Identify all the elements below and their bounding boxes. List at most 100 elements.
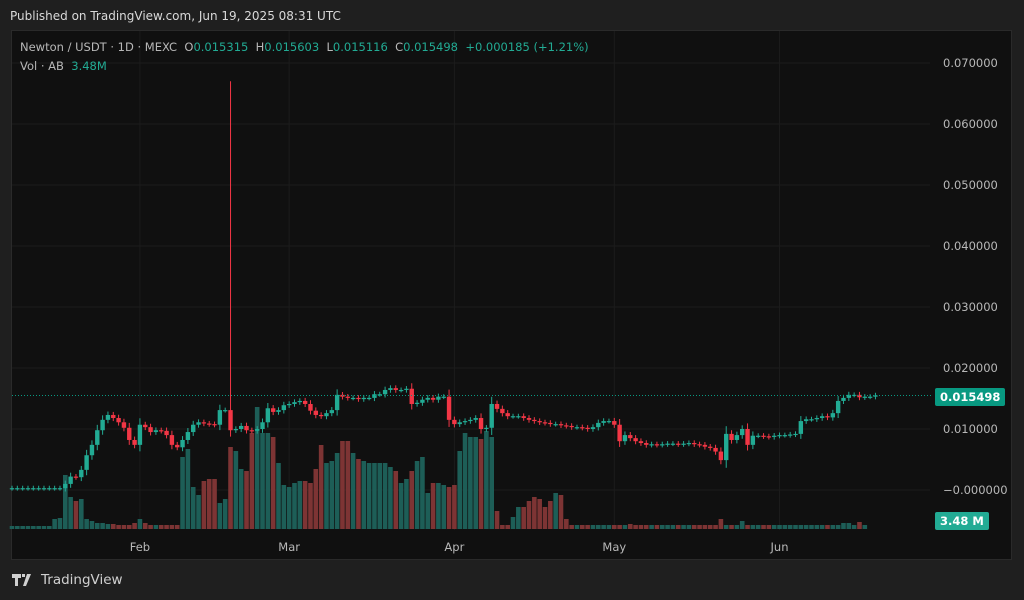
candle-body	[803, 419, 809, 422]
volume-bar	[430, 483, 436, 529]
volume-bar	[468, 437, 473, 529]
candle-body	[867, 396, 873, 398]
candle-body	[132, 439, 137, 445]
candle-body	[265, 408, 271, 423]
candle-body	[702, 444, 708, 447]
candle-body	[180, 439, 185, 448]
volume-bar	[356, 459, 361, 529]
candle-body	[111, 414, 116, 419]
volume-bar	[297, 481, 303, 529]
candle-body	[201, 422, 207, 424]
candle-body	[596, 422, 601, 428]
volume-bar	[723, 525, 729, 529]
candle-body	[489, 403, 494, 428]
low-value: 0.015116	[332, 40, 388, 54]
candle-body	[244, 425, 249, 431]
volume-bar	[169, 525, 175, 529]
candle-body	[516, 416, 521, 418]
volume-bar	[324, 463, 329, 529]
candle-body	[660, 444, 665, 446]
volume-bar	[350, 453, 356, 529]
change-value: +0.000185 (+1.21%)	[465, 40, 589, 54]
volume-bar	[105, 524, 111, 529]
volume-bar	[478, 439, 484, 529]
price-tick: 0.050000	[943, 178, 998, 192]
volume-bar	[110, 524, 116, 529]
chart-pane[interactable]	[11, 30, 1012, 560]
candle-body	[175, 444, 180, 448]
volume-bar	[126, 525, 132, 529]
volume-bar	[361, 461, 367, 529]
candle-body	[345, 396, 350, 398]
price-tick: 0.060000	[943, 117, 998, 131]
volume-bar	[814, 525, 820, 529]
volume-bar	[659, 525, 665, 529]
candle-body	[153, 430, 159, 433]
chart-legend: Newton / USDT · 1D · MEXC O0.015315 H0.0…	[20, 40, 589, 78]
volume-bar	[212, 479, 217, 529]
close-label: C	[395, 40, 404, 54]
volume-bar	[308, 483, 313, 529]
volume-bar	[404, 479, 409, 529]
candle-body	[350, 397, 356, 400]
volume-bar	[585, 525, 590, 529]
volume-bar	[601, 525, 606, 529]
candle-body	[500, 408, 505, 414]
volume-bar	[89, 521, 95, 529]
volume-bar	[318, 445, 324, 529]
volume-bar	[436, 483, 441, 529]
volume-bar	[462, 433, 468, 529]
candle-body	[873, 395, 878, 397]
low-label: L	[326, 40, 333, 54]
volume-bar	[638, 525, 644, 529]
volume-bar	[809, 525, 814, 529]
volume-bar	[244, 471, 249, 529]
candle-body	[622, 435, 628, 442]
candle-body	[121, 422, 127, 428]
volume-bar	[414, 461, 420, 529]
volume-bar	[9, 526, 15, 529]
high-value: 0.015603	[264, 40, 320, 54]
candle-body	[526, 418, 532, 420]
tradingview-logo[interactable]: TradingView	[12, 572, 123, 588]
volume-bar	[31, 526, 36, 529]
volume-value: 3.48M	[71, 59, 107, 73]
candle-body	[740, 429, 745, 436]
volume-label[interactable]: Vol · AB	[20, 59, 64, 73]
volume-bar	[260, 433, 265, 529]
candle-body	[388, 388, 393, 390]
candle-body	[73, 476, 79, 478]
volume-bar	[270, 437, 276, 529]
volume-bar	[505, 525, 510, 529]
candle-body	[254, 429, 260, 431]
candle-body	[361, 397, 366, 400]
volume-bar	[739, 521, 745, 529]
candle-body	[761, 435, 766, 437]
candle-body	[270, 408, 276, 412]
candle-body	[329, 410, 334, 414]
candle-body	[681, 443, 686, 445]
volume-bar	[329, 461, 335, 529]
volume-bar	[611, 525, 617, 529]
volume-bar	[372, 463, 377, 529]
candle-body	[223, 410, 228, 412]
symbol-label[interactable]: Newton / USDT · 1D · MEXC	[20, 40, 178, 54]
volume-bar	[718, 519, 724, 529]
candle-body	[718, 451, 724, 461]
candle-body	[548, 422, 553, 425]
volume-bar	[446, 487, 452, 529]
volume-bar	[174, 525, 180, 529]
volume-bar	[782, 525, 788, 529]
candle-body	[318, 414, 324, 417]
volume-bar	[132, 523, 137, 529]
volume-bar	[137, 519, 143, 529]
volume-bar	[473, 437, 479, 529]
volume-bar	[340, 441, 345, 529]
candle-body	[606, 421, 612, 423]
candle-body	[377, 394, 382, 396]
volume-bar	[185, 449, 191, 529]
volume-bar	[228, 447, 233, 529]
candle-body	[734, 435, 740, 440]
candle-body	[414, 402, 420, 404]
